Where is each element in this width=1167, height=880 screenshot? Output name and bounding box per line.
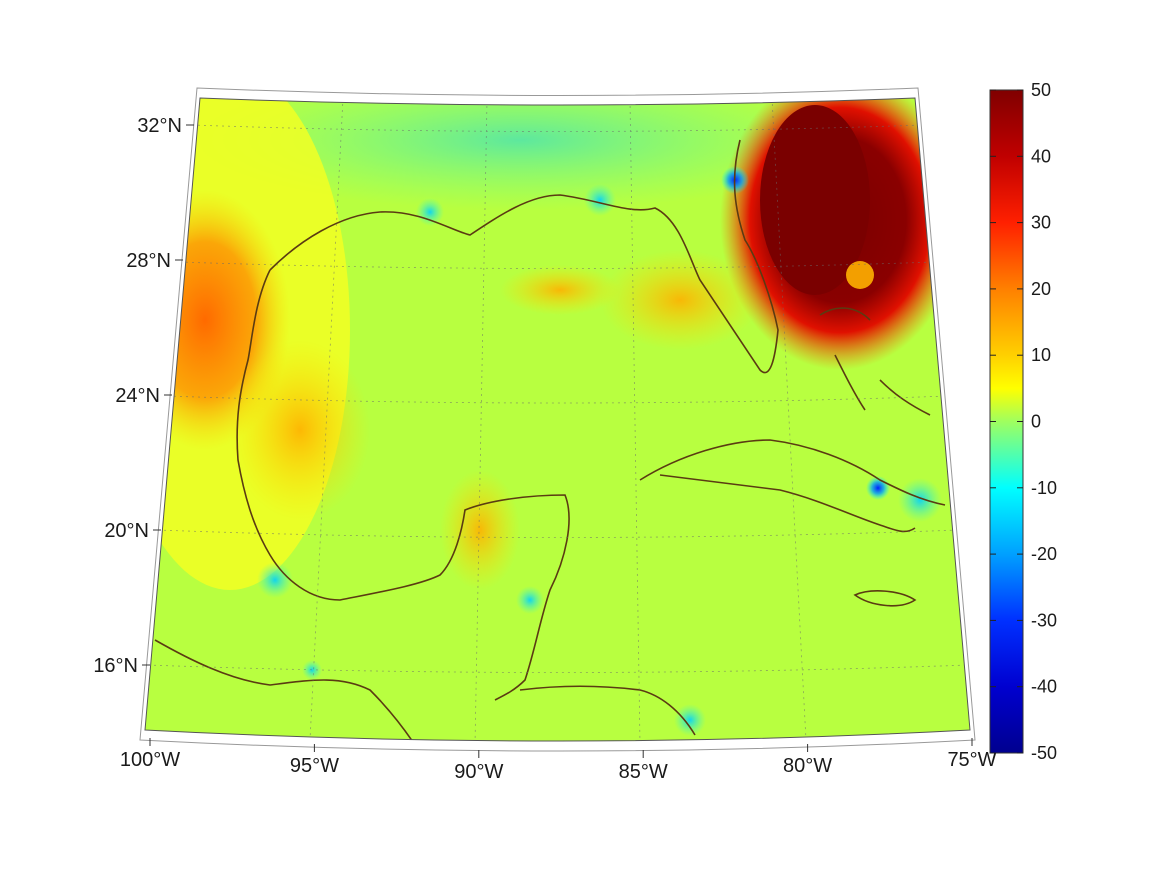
lon-tick-label: 75°W xyxy=(947,749,996,771)
cool-spot-haiti xyxy=(898,478,942,522)
colorbar-tick-label: -10 xyxy=(1031,478,1057,498)
mexico-yucatan-coastline xyxy=(236,269,570,701)
cool-spot-louisiana xyxy=(416,198,444,226)
field-layer xyxy=(145,98,970,741)
colorbar-tick-label: 40 xyxy=(1031,146,1051,166)
cool-spot-panhandle xyxy=(584,184,616,216)
hurricane-core xyxy=(760,105,870,295)
graticule-lat-16 xyxy=(147,664,969,673)
yucatan-west-warm xyxy=(440,470,520,590)
graticule-lon-95 xyxy=(309,98,344,741)
graticule-lat-24 xyxy=(167,395,949,404)
lon-tick-label: 80°W xyxy=(783,755,832,777)
colorbar-tick-label: -50 xyxy=(1031,743,1057,763)
frame-inner xyxy=(144,97,971,742)
cuba-south-coastline xyxy=(659,474,916,533)
lat-tick-label: 24°N xyxy=(115,385,160,407)
lat-tick-label: 32°N xyxy=(137,115,182,137)
cool-spot-veracruz xyxy=(257,562,293,598)
colorbar-tick-label: -20 xyxy=(1031,544,1057,564)
colorbar-tick-label: 0 xyxy=(1031,412,1041,432)
cool-spot-honduras xyxy=(674,704,706,736)
colorbar-tick-label: 30 xyxy=(1031,213,1051,233)
northern-cool-band xyxy=(190,98,850,210)
coastlines xyxy=(154,139,946,741)
cool-spot-pacific xyxy=(302,660,322,680)
lon-tick-label: 90°W xyxy=(454,761,503,783)
lon-tick-label: 100°W xyxy=(120,749,180,771)
lat-tick-label: 16°N xyxy=(93,655,138,677)
cuba-north-coastline xyxy=(639,439,946,506)
grand-bahama xyxy=(819,307,871,321)
cool-spot-belize xyxy=(516,586,544,614)
longitude-labels: 100°W 95°W 90°W 85°W 80°W 75°W xyxy=(120,738,997,783)
graticule xyxy=(147,98,969,741)
lat-tick-label: 28°N xyxy=(126,250,171,272)
lon-tick-label: 85°W xyxy=(619,761,668,783)
pacific-coastline xyxy=(154,639,416,741)
mexico-coast-warm xyxy=(230,340,370,520)
colorbar: 50 40 30 20 10 0 -10 -20 -30 -40 -50 xyxy=(989,80,1057,763)
lat-tick-label: 20°N xyxy=(104,520,149,542)
graticule-lat-32 xyxy=(191,124,923,132)
colorbar-ticks: 50 40 30 20 10 0 -10 -20 -30 -40 -50 xyxy=(990,80,1057,763)
graticule-lat-28 xyxy=(179,261,936,269)
colorbar-tick-label: 10 xyxy=(1031,345,1051,365)
florida-west-warm xyxy=(600,250,760,350)
graticule-lon-80 xyxy=(771,98,807,741)
frame-outer xyxy=(139,87,976,752)
map-frame xyxy=(139,87,976,752)
lon-tick-label: 95°W xyxy=(290,755,339,777)
colorbar-tick-label: 50 xyxy=(1031,80,1051,100)
colorbar-tick-label: -30 xyxy=(1031,610,1057,630)
central-gulf-warm xyxy=(500,265,620,315)
colorbar-tick-label: -40 xyxy=(1031,677,1057,697)
bahamas xyxy=(834,354,931,416)
gulf-north-coastline xyxy=(269,139,779,374)
jamaica xyxy=(853,590,917,607)
honduras-coastline xyxy=(519,685,696,736)
latitude-labels: 32°N 28°N 24°N 20°N 16°N xyxy=(93,115,194,677)
hurricane-eye xyxy=(846,261,874,289)
graticule-lat-20 xyxy=(157,529,959,538)
colorbar-tick-label: 20 xyxy=(1031,279,1051,299)
